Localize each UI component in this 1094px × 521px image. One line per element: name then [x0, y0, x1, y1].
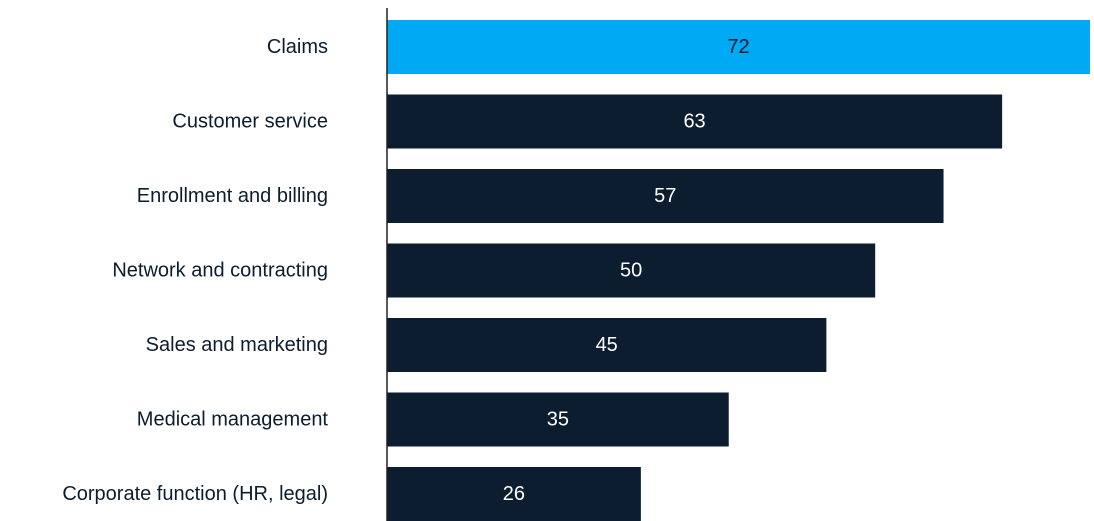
- value-label-enrollment-and-billing: 57: [654, 185, 676, 207]
- value-label-medical-management: 35: [547, 409, 569, 431]
- value-label-corporate-function-hr-legal: 26: [503, 483, 525, 505]
- value-label-customer-service: 63: [683, 111, 705, 133]
- value-label-network-and-contracting: 50: [620, 260, 642, 282]
- category-label-claims: Claims: [267, 36, 328, 58]
- category-label-sales-and-marketing: Sales and marketing: [146, 334, 328, 356]
- value-label-claims: 72: [727, 36, 749, 58]
- category-label-network-and-contracting: Network and contracting: [112, 260, 328, 282]
- category-label-enrollment-and-billing: Enrollment and billing: [137, 185, 328, 207]
- category-label-medical-management: Medical management: [137, 409, 329, 431]
- category-label-customer-service: Customer service: [172, 111, 328, 133]
- bars-group: [387, 20, 1090, 521]
- category-label-corporate-function-hr-legal: Corporate function (HR, legal): [62, 483, 328, 505]
- value-label-sales-and-marketing: 45: [596, 334, 618, 356]
- category-labels-group: Claims Customer service Enrollment and bil…: [62, 36, 328, 505]
